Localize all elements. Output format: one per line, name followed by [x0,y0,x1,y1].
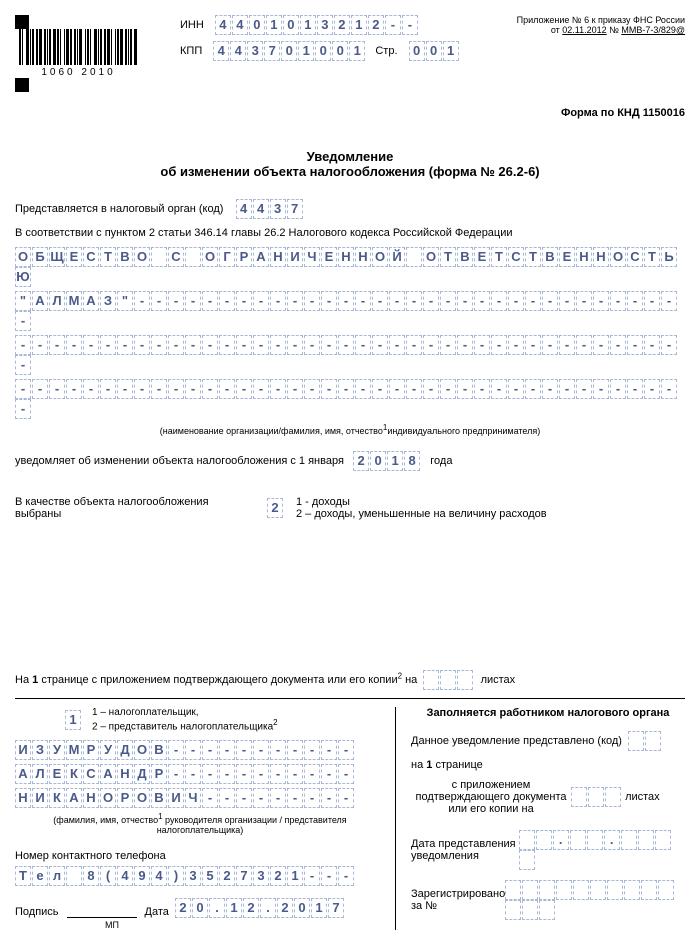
right-attach-cells [571,787,622,807]
title-line2: об изменении объекта налогообложения (фо… [15,164,685,179]
attach-prefix: На [15,674,29,686]
submit-code-cells: 4437 [236,199,304,219]
submit-label: Представляется в налоговый орган (код) [15,203,223,215]
right-column: Заполняется работником налогового органа… [396,707,685,930]
notify-label: уведомляет об изменении объекта налогооб… [15,455,344,467]
left-column: 1 1 – налогоплательщик, 2 – представител… [15,707,396,930]
attach-page: 1 [32,674,38,686]
signer-options: 1 – налогоплательщик, 2 – представитель … [92,707,278,732]
date-label: Дата [145,906,169,918]
date-present-label: Дата представления уведомления [411,838,519,862]
object-label: В качестве объекта налогообложения выбра… [15,496,255,520]
marker-square-left [15,15,29,29]
phone-cells: Тел 8(494)3527321--- [15,866,355,886]
fio-grid: ИЗУМРУДОВ-----------АЛЕКСАНДР-----------… [15,740,385,808]
title-line1: Уведомление [15,149,685,164]
kpp-label: КПП [180,45,202,57]
year-cells: 2018 [353,451,421,471]
attach-count-cells [423,670,474,690]
phone-label: Номер контактного телефона [15,850,385,862]
fio-note: (фамилия, имя, отчество1 руководителя ор… [15,812,385,835]
inn-label: ИНН [180,19,204,31]
appendix-info: Приложение № 6 к приказу ФНС России от 0… [510,15,685,35]
mp-label: МП [105,920,385,930]
inn-cells: 4401013212-- [215,15,419,35]
appendix-no: ММВ-7-3/829@ [621,25,685,35]
appendix-line1: Приложение № 6 к приказу ФНС России [510,15,685,25]
right-attach-label: с приложением подтверждающего документа … [411,779,571,815]
page-label: Стр. [375,45,397,57]
org-name-note: (наименование организации/фамилия, имя, … [15,423,685,436]
form-code: Форма по КНД 1150016 [15,107,685,119]
kpp-cells: 443701001 [213,41,366,61]
sign-date-cells: 20.12.2017 [175,898,345,918]
presented-code [628,731,662,751]
appendix-date: 02.11.2012 [562,25,606,35]
right-title: Заполняется работником налогового органа [411,707,685,719]
sign-label: Подпись [15,906,59,918]
date-present-cells: . . [519,830,685,870]
signer-code-cell: 1 [65,710,82,730]
presented-label: Данное уведомление представлено (код) [411,735,622,747]
header: 1060 2010 ИНН 4401013212-- КПП 443701001… [15,15,685,92]
year-suffix: года [430,455,452,467]
org-name-grid: ОБЩЕСТВО С ОГРАНИЧЕННОЙ ОТВЕТСТВЕННОСТЬЮ… [15,247,685,419]
reg-label: Зарегистрировано за № [411,888,505,912]
marker-square-right [15,78,29,92]
barcode: 1060 2010 [19,29,138,78]
barcode-text: 1060 2010 [19,67,138,78]
barcode-block: 1060 2010 [15,15,155,92]
law-reference: В соответствии с пунктом 2 статьи 346.14… [15,227,685,239]
reg-cells [505,880,685,920]
page-cells: 001 [409,41,460,61]
attach-on: на [405,674,417,686]
object-options: 1 - доходы 2 – доходы, уменьшенные на ве… [296,496,547,520]
bottom-columns: 1 1 – налогоплательщик, 2 – представител… [15,707,685,930]
attach-suffix: листах [481,674,516,686]
attach-middle: странице с приложением подтверждающего д… [41,674,397,686]
object-code-cell: 2 [267,498,284,518]
